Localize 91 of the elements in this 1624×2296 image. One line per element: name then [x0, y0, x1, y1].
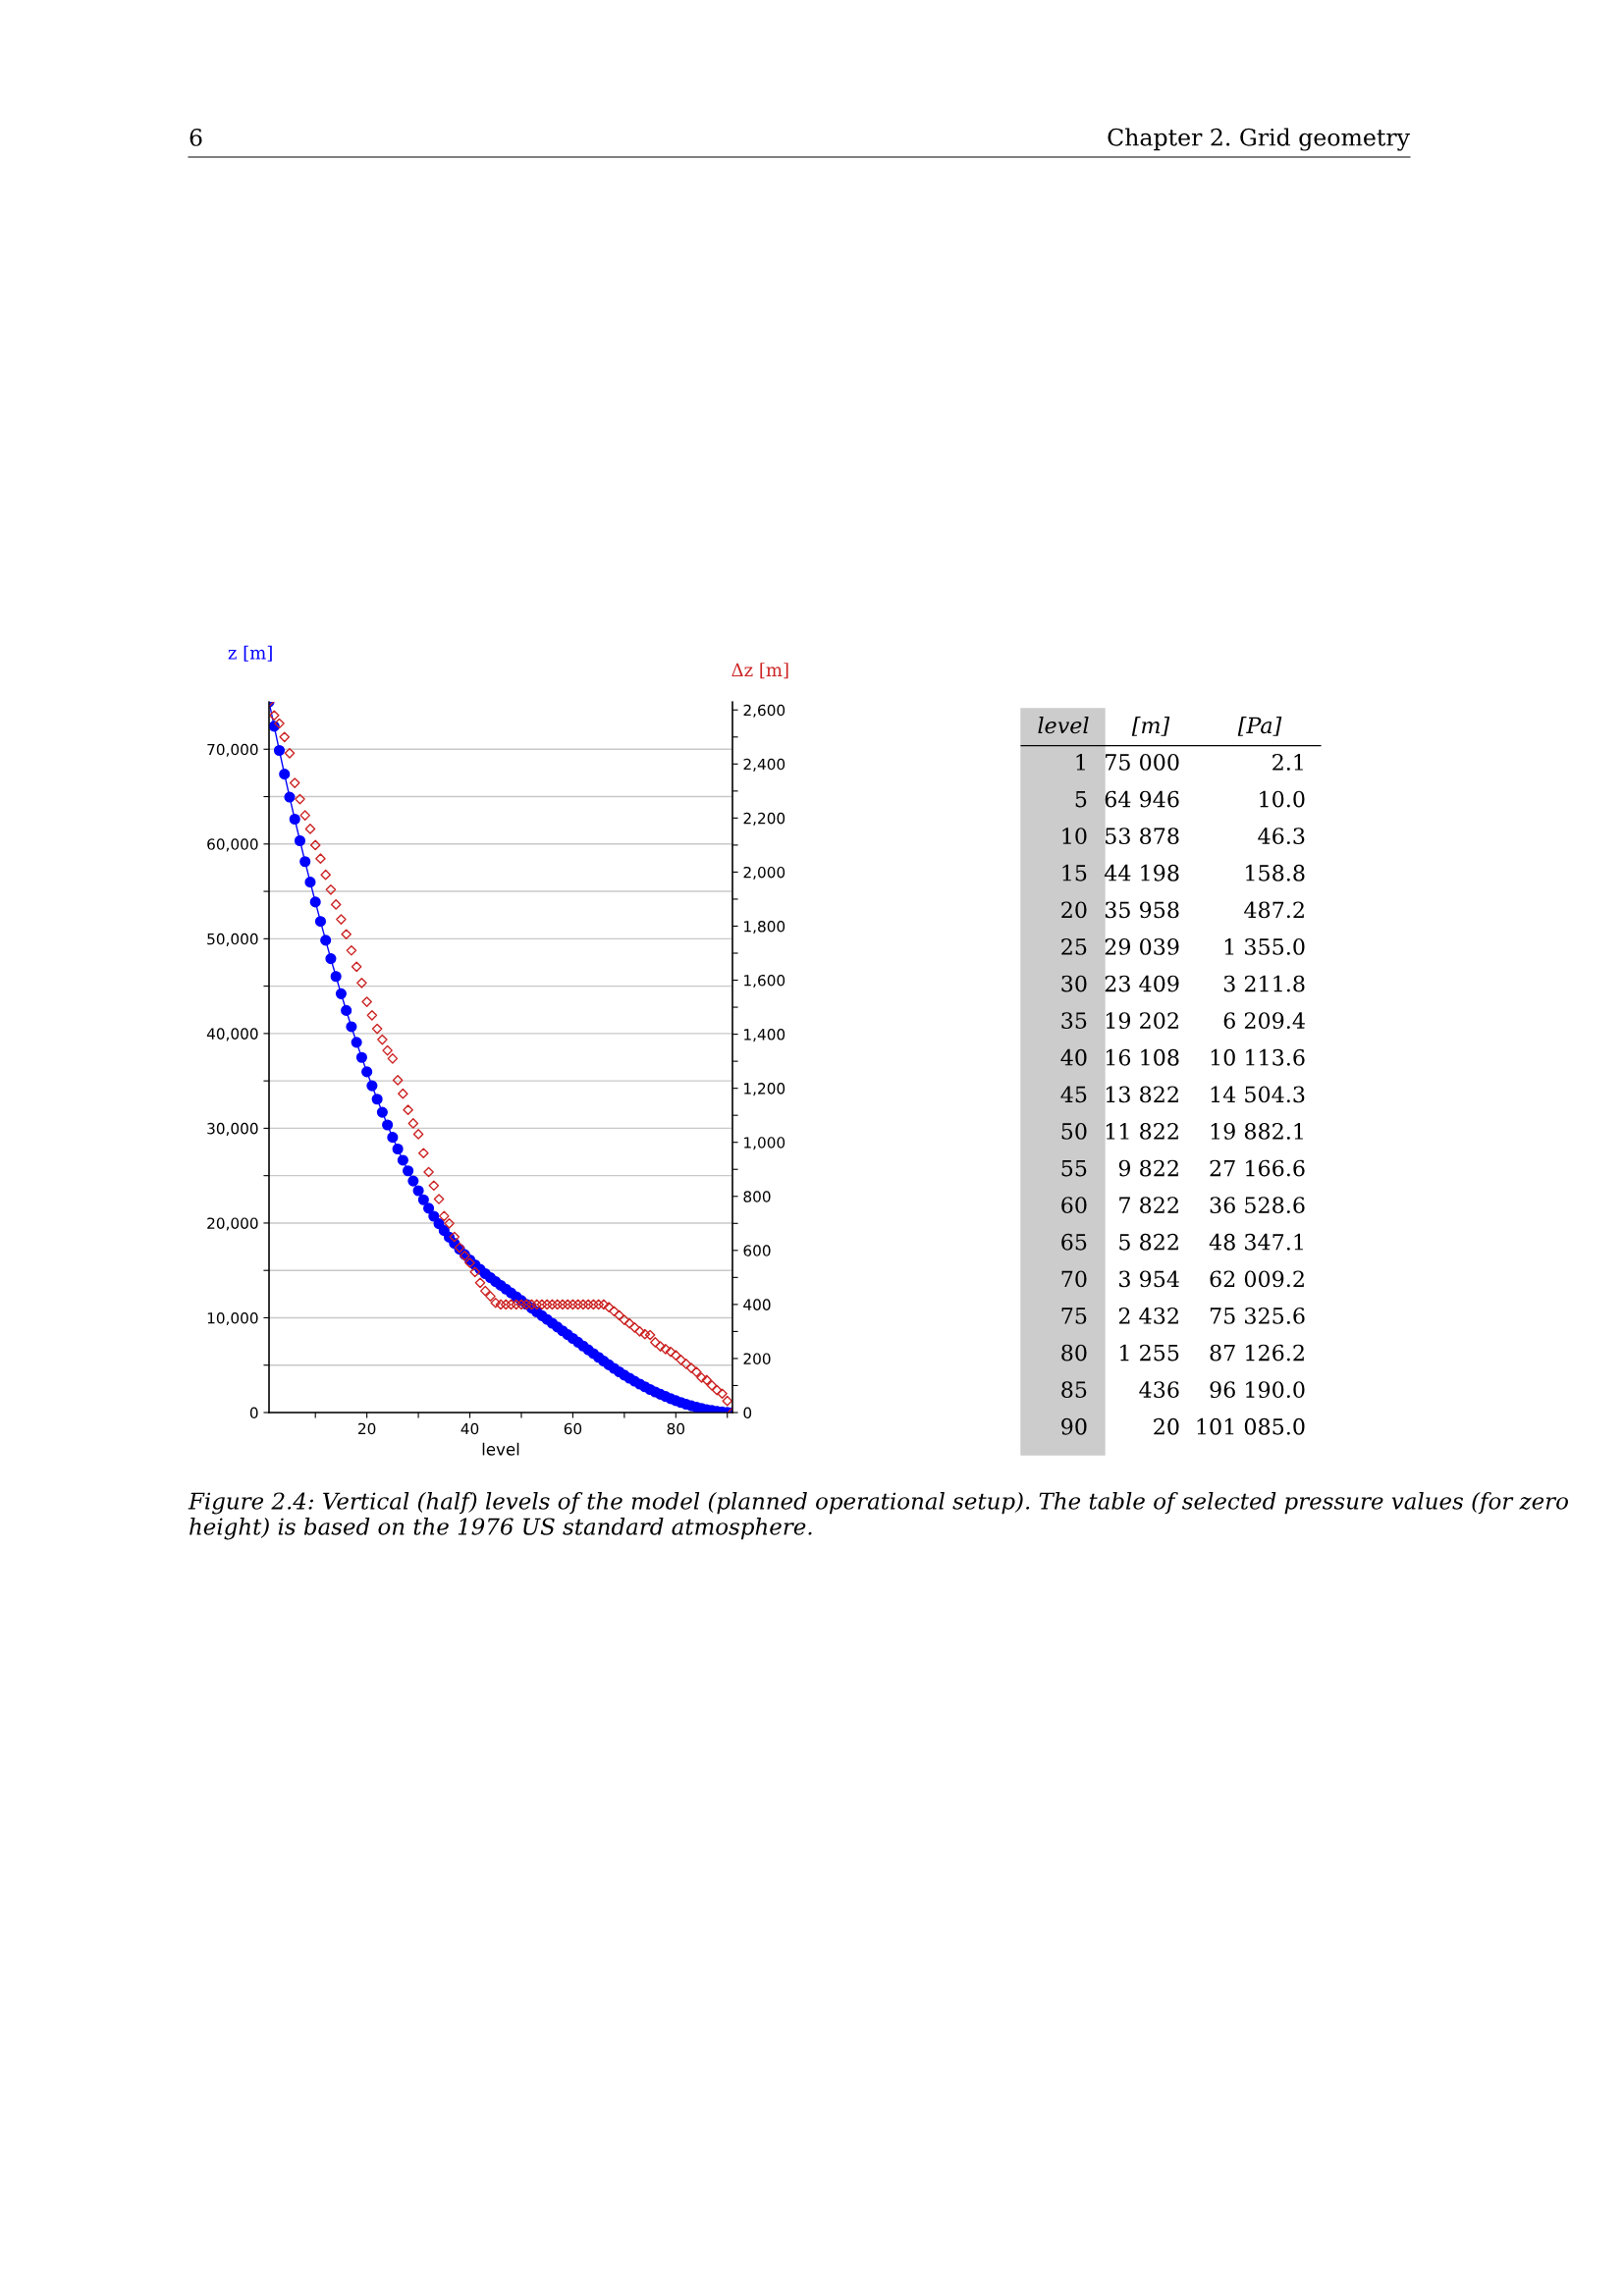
text: 40	[1060, 1048, 1087, 1066]
y2-tick-label: 2,600	[743, 704, 785, 718]
text: 20	[1061, 901, 1087, 919]
text: 65	[1061, 1233, 1087, 1251]
text: 5	[1075, 790, 1087, 808]
text: 36 528.6	[1210, 1197, 1305, 1214]
x-tick-label: 40	[460, 1422, 479, 1435]
text: 75	[1061, 1308, 1087, 1324]
x-tick-label: 20	[358, 1422, 376, 1435]
text: [m]	[1131, 717, 1170, 736]
x-tick-label: 80	[667, 1422, 685, 1435]
text: 55	[1061, 1159, 1087, 1177]
text: 101 085.0	[1197, 1417, 1305, 1435]
text: 64 946	[1105, 790, 1179, 808]
text: 6 209.4	[1223, 1012, 1305, 1030]
y-tick-label: 60,000	[207, 838, 258, 852]
text: 23 409	[1105, 975, 1179, 992]
y2-tick-label: 200	[743, 1353, 771, 1364]
text: [Pa]	[1237, 717, 1282, 736]
text: 19 882.1	[1211, 1123, 1303, 1140]
y2-tick-label: 0	[743, 1407, 752, 1419]
y-tick-label: 0	[249, 1407, 258, 1419]
text: 25	[1061, 938, 1087, 955]
y2-tick-label: 2,000	[743, 866, 785, 881]
text: 9 822	[1118, 1159, 1178, 1177]
text: 60	[1061, 1197, 1087, 1214]
text: 35	[1061, 1012, 1087, 1030]
y-tick-label: 10,000	[207, 1311, 258, 1326]
text: 2.1	[1272, 754, 1303, 771]
text: 90	[1061, 1417, 1087, 1435]
text: 85	[1061, 1381, 1087, 1399]
text: 3 211.8	[1223, 975, 1305, 992]
text: 1 355.0	[1224, 938, 1305, 955]
y2-tick-label: 800	[743, 1191, 771, 1202]
y-tick-label: 40,000	[206, 1028, 258, 1041]
text: 13 822	[1106, 1086, 1178, 1103]
y2-tick-label: 600	[743, 1245, 771, 1256]
y2-tick-label: 2,400	[743, 758, 785, 772]
text: 10 113.6	[1211, 1048, 1305, 1066]
caption: Figure 2.4: Vertical (half) levels of the model (planned operational setup). The table of selected pressure values (for zero height) is based on the 1976 US standard atmosphere.	[188, 1492, 1568, 1540]
text: 75 000	[1106, 754, 1179, 771]
y2-tick-label: 2,200	[743, 812, 785, 826]
text: 75 325.6	[1210, 1308, 1305, 1324]
y2-axis-title: Δz [m]	[731, 663, 788, 679]
y2-tick-label: 1,800	[744, 920, 785, 934]
text: 6	[189, 128, 202, 146]
text: 87 126.2	[1210, 1344, 1304, 1362]
text: 11 822	[1106, 1123, 1178, 1140]
text: 5 822	[1119, 1233, 1178, 1251]
text: 158.8	[1246, 864, 1305, 881]
y2-tick-label: 400	[743, 1299, 771, 1310]
text: 3 954	[1119, 1270, 1179, 1288]
text: 436	[1139, 1381, 1179, 1399]
text: 27 166.6	[1210, 1159, 1305, 1177]
text: 7 822	[1119, 1197, 1178, 1214]
text: 46.3	[1258, 828, 1305, 845]
y2-tick-label: 1,400	[744, 1029, 785, 1042]
text: 45	[1060, 1086, 1087, 1103]
y2-tick-label: 1,600	[744, 975, 785, 988]
text: 80	[1061, 1344, 1087, 1362]
text: 62 009.2	[1210, 1270, 1304, 1288]
text: Chapter 2. Grid geometry	[1108, 128, 1410, 151]
text: 44 198	[1104, 864, 1179, 881]
y-axis-title: z [m]	[228, 645, 272, 662]
text: 19 202	[1106, 1012, 1178, 1030]
y2-tick-label: 1,200	[744, 1083, 785, 1096]
y2-tick-label: 1,000	[744, 1137, 785, 1150]
text: 50	[1061, 1123, 1087, 1140]
text: 487.2	[1244, 901, 1304, 919]
text: 1 255	[1120, 1344, 1179, 1362]
y-tick-label: 70,000	[207, 743, 258, 757]
text: 15	[1062, 864, 1087, 881]
text: 96 190.0	[1210, 1381, 1305, 1399]
y-tick-label: 20,000	[207, 1217, 258, 1231]
text: 29 039	[1105, 938, 1179, 955]
y-tick-label: 30,000	[207, 1122, 258, 1136]
text: 10	[1062, 828, 1087, 845]
x-tick-label: 60	[564, 1422, 582, 1435]
y-tick-label: 50,000	[207, 933, 258, 946]
text: 53 878	[1106, 828, 1179, 845]
text: 48 347.1	[1209, 1233, 1303, 1251]
text: 14 504.3	[1211, 1086, 1305, 1103]
text: 35 958	[1105, 901, 1179, 919]
text: 30	[1061, 975, 1087, 992]
text: 1	[1076, 754, 1085, 771]
text: 70	[1061, 1270, 1087, 1288]
text: 16 108	[1106, 1048, 1179, 1066]
text: level	[1038, 717, 1089, 734]
text: 2 432	[1118, 1308, 1178, 1324]
x-axis-title: level	[482, 1442, 519, 1456]
text: 10.0	[1260, 790, 1305, 808]
